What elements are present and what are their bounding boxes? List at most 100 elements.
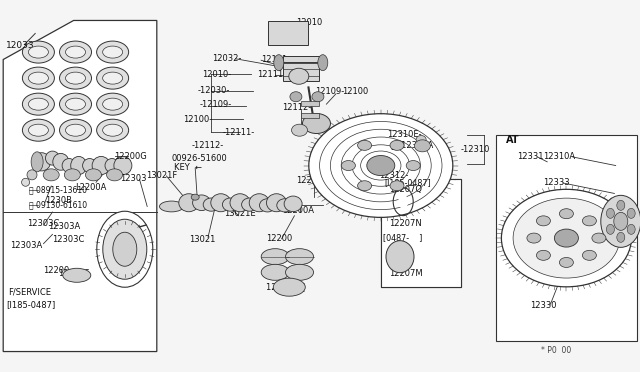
Text: 12200G: 12200G — [114, 153, 147, 161]
Text: KEY  ←: KEY ← — [174, 163, 202, 172]
Ellipse shape — [65, 169, 81, 181]
Ellipse shape — [617, 232, 625, 242]
Text: -12111-: -12111- — [223, 128, 255, 137]
Ellipse shape — [627, 208, 635, 218]
Bar — [496, 135, 637, 341]
Text: L2200A: L2200A — [76, 183, 107, 192]
Text: -12109-: -12109- — [200, 100, 232, 109]
Ellipse shape — [592, 233, 606, 243]
Ellipse shape — [559, 209, 573, 219]
Ellipse shape — [63, 268, 91, 282]
Ellipse shape — [65, 46, 86, 58]
Ellipse shape — [102, 98, 123, 110]
Ellipse shape — [273, 278, 305, 296]
Text: 12207S: 12207S — [58, 269, 89, 278]
Ellipse shape — [554, 229, 579, 247]
Ellipse shape — [582, 216, 596, 226]
Ellipse shape — [285, 248, 314, 265]
Ellipse shape — [44, 169, 60, 181]
Ellipse shape — [97, 93, 129, 115]
Text: 12032-: 12032- — [212, 54, 242, 63]
Text: -12112-: -12112- — [192, 141, 224, 150]
Ellipse shape — [390, 181, 404, 191]
Text: 12310E-: 12310E- — [387, 130, 422, 139]
Ellipse shape — [113, 232, 137, 266]
Bar — [301, 100, 319, 106]
Ellipse shape — [274, 55, 284, 71]
Ellipse shape — [386, 241, 414, 273]
Ellipse shape — [406, 161, 420, 170]
Ellipse shape — [28, 98, 49, 110]
Text: 32202: 32202 — [195, 198, 221, 207]
Ellipse shape — [261, 248, 289, 265]
Ellipse shape — [65, 98, 86, 110]
Ellipse shape — [102, 72, 123, 84]
Ellipse shape — [284, 196, 302, 212]
Ellipse shape — [102, 124, 123, 136]
Bar — [283, 56, 319, 81]
Text: 12303A: 12303A — [48, 222, 80, 231]
Ellipse shape — [179, 194, 199, 212]
Ellipse shape — [607, 224, 614, 234]
Ellipse shape — [60, 119, 92, 141]
Ellipse shape — [28, 124, 49, 136]
Text: [I185-0487]: [I185-0487] — [6, 301, 56, 310]
Text: 12111: 12111 — [261, 55, 287, 64]
Ellipse shape — [277, 199, 293, 212]
Text: ⒴ 09130-61610: ⒴ 09130-61610 — [29, 200, 87, 209]
Ellipse shape — [60, 93, 92, 115]
Text: 13021F: 13021F — [146, 171, 177, 180]
Ellipse shape — [513, 198, 620, 278]
Text: 12100: 12100 — [342, 87, 369, 96]
Ellipse shape — [308, 114, 453, 217]
Bar — [381, 179, 461, 287]
Ellipse shape — [223, 198, 238, 211]
Bar — [381, 179, 461, 287]
Ellipse shape — [65, 124, 86, 136]
Text: 12303: 12303 — [120, 174, 147, 183]
Text: 00926-51600: 00926-51600 — [172, 154, 227, 163]
Ellipse shape — [285, 264, 314, 280]
Ellipse shape — [31, 152, 43, 172]
Ellipse shape — [22, 67, 54, 89]
Ellipse shape — [601, 195, 640, 247]
Ellipse shape — [398, 195, 408, 209]
Ellipse shape — [22, 41, 54, 63]
Ellipse shape — [52, 153, 69, 170]
Text: 12010: 12010 — [296, 18, 322, 27]
Ellipse shape — [97, 211, 153, 287]
Text: -12030-: -12030- — [197, 86, 230, 94]
Ellipse shape — [289, 68, 308, 84]
Ellipse shape — [527, 233, 541, 243]
Text: 12207Q: 12207Q — [389, 185, 422, 194]
Ellipse shape — [614, 212, 628, 230]
Text: 12200: 12200 — [44, 266, 70, 275]
Ellipse shape — [260, 199, 275, 212]
Ellipse shape — [358, 181, 372, 191]
Ellipse shape — [22, 119, 54, 141]
Ellipse shape — [249, 194, 269, 212]
Ellipse shape — [242, 198, 258, 211]
Text: 12100-: 12100- — [183, 115, 212, 124]
Ellipse shape — [193, 195, 211, 211]
Ellipse shape — [318, 55, 328, 71]
Ellipse shape — [97, 67, 129, 89]
Text: AT: AT — [506, 135, 519, 144]
Ellipse shape — [45, 151, 60, 165]
Ellipse shape — [204, 198, 219, 211]
Ellipse shape — [92, 157, 110, 174]
Ellipse shape — [86, 169, 102, 181]
Ellipse shape — [607, 208, 614, 218]
Ellipse shape — [290, 92, 302, 102]
Ellipse shape — [536, 250, 550, 260]
Text: 12033: 12033 — [6, 41, 35, 50]
Text: [I185-0487]: [I185-0487] — [384, 178, 431, 187]
Text: 13021E: 13021E — [224, 209, 255, 218]
Text: 12207M: 12207M — [389, 269, 423, 278]
Ellipse shape — [83, 158, 97, 173]
Text: 12303C: 12303C — [27, 219, 60, 228]
Ellipse shape — [159, 201, 184, 212]
Text: 12207N: 12207N — [389, 219, 422, 228]
Ellipse shape — [559, 257, 573, 267]
Text: 12207-{: 12207-{ — [266, 250, 300, 259]
